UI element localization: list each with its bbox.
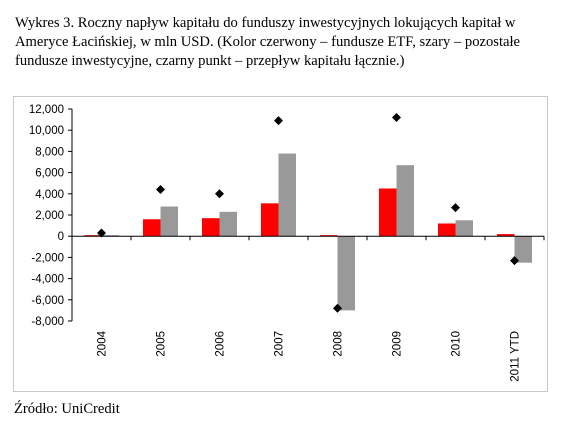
other-funds-bar [337,236,355,311]
x-category-label: 2011 YTD [510,331,522,382]
y-tick-label: 6,000 [35,168,64,180]
x-category-label: 2008 [333,331,345,357]
total-flow-marker [333,303,342,313]
y-tick-label: -4,000 [31,274,64,286]
x-category-label: 2010 [451,331,463,357]
total-flow-marker [392,112,401,122]
x-category-label: 2006 [215,331,227,357]
other-funds-bar [101,235,119,237]
y-tick-label: 2,000 [35,210,64,222]
bar-chart: 12,000 10,000 8,000 6,000 4,000 2,000 0 -2,000 -… [29,104,545,382]
etf-bar [143,219,161,237]
other-funds-bar [160,206,178,237]
total-flow-marker [97,228,106,238]
chart-caption: Wykres 3. Roczny napływ kapitału do fund… [15,15,521,69]
other-funds-bar [514,236,532,263]
y-tick-label: 0 [58,231,64,243]
y-tick-label: -8,000 [31,316,64,328]
x-category-label: 2005 [156,331,168,357]
etf-bar [379,188,397,237]
total-flow-marker [451,203,460,213]
etf-bar [84,235,102,237]
y-tick-label: 8,000 [35,146,64,158]
x-category-label: 2007 [274,331,286,357]
etf-bar [497,234,515,237]
total-flow-marker [156,185,165,195]
source-note: Źródło: UniCredit [14,401,120,417]
y-tick-label: 12,000 [29,104,64,116]
y-tick-label: -2,000 [31,252,64,264]
total-flow-marker [510,256,519,266]
other-funds-bar [455,220,473,237]
etf-bar [202,218,220,237]
other-funds-bar [396,165,414,237]
y-tick-label: 4,000 [35,189,64,201]
x-category-label: 2009 [392,331,404,357]
x-category-label: 2004 [97,330,109,356]
y-tick-label: -6,000 [31,295,64,307]
other-funds-bar [278,153,296,237]
other-funds-bar [219,211,237,237]
total-flow-marker [274,116,283,126]
etf-bar [261,203,279,237]
y-tick-label: 10,000 [29,125,64,137]
chart-frame: 12,000 10,000 8,000 6,000 4,000 2,000 0 -2,000 -… [13,96,548,392]
total-flow-marker [215,189,224,199]
etf-bar [320,235,338,237]
etf-bar [438,223,456,237]
